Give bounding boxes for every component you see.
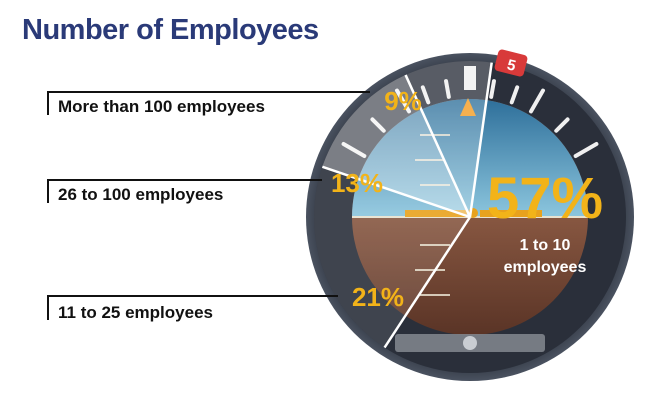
indicator-triangle-icon [460,98,476,116]
legend-label-26-to-100: 26 to 100 employees [58,185,224,204]
leader-more-than-100 [47,91,370,115]
slice-percent-more-than-100: 9% [384,86,422,116]
gauge-knob-center-icon [463,336,477,350]
horizon-sky [352,99,588,217]
sector-divider [314,162,471,219]
dial-tick [395,88,411,114]
dial-tick [489,79,496,99]
slice-label-1-to-10-line2: employees [504,259,587,276]
sector-divider [400,65,472,218]
dial-tick [341,142,367,158]
dial-ticks [341,66,599,158]
dial-tick [554,117,570,133]
legend-label-more-than-100: More than 100 employees [58,97,265,116]
gauge-badge [494,49,528,77]
legend-label-11-to-25: 11 to 25 employees [58,303,213,322]
legend-leaders [47,91,370,320]
dial-tick [529,88,545,114]
sector-more-than-100 [401,61,494,217]
pitch-ladder [415,134,450,296]
gauge-badge-number: 5 [505,56,517,75]
slice-label-1-to-10-line1: 1 to 10 [520,237,571,254]
dial-tick [370,117,386,133]
slice-percent-26-to-100: 13% [331,168,383,198]
chart-title: Number of Employees [22,14,319,46]
dial-top-mark [464,66,476,90]
dial-tick [420,85,431,105]
leader-26-to-100 [47,179,322,203]
slice-percent-11-to-25: 21% [352,282,404,312]
dial-tick [444,79,451,99]
sector-divider [378,216,472,357]
dial-tick [509,85,520,105]
sector-divider [468,61,495,218]
sector-11-to-25 [314,163,470,356]
slice-percent-1-to-10: 57% [487,166,603,231]
leader-11-to-25 [47,295,338,320]
dial-tick [573,142,599,158]
